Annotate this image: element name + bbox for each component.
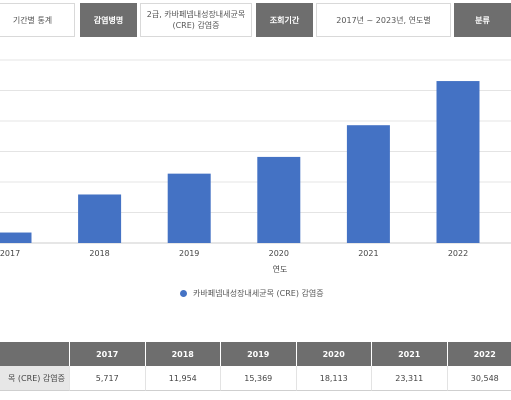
table-cell-2019: 15,369	[221, 366, 297, 391]
chart-x-ticks: 2017 2018 2019 2020 2021 2022	[0, 249, 468, 258]
table-cell-2017: 5,717	[70, 366, 146, 391]
bar-2017[interactable]	[0, 232, 32, 243]
table-header-2020: 2020	[296, 342, 372, 366]
period-value: 2017년 ~ 2023년, 연도별	[316, 3, 451, 37]
disease-value: 2급, 카바페넴내성장내세균목 (CRE) 감염증	[140, 3, 252, 37]
table-cell-2021: 23,311	[372, 366, 448, 391]
bar-2022[interactable]	[436, 81, 480, 243]
chart-gridlines	[0, 59, 511, 244]
bar-chart: 2017 2018 2019 2020 2021 2022 연도	[0, 59, 511, 274]
legend-label: 카바페넴내성장내세균목 (CRE) 감염증	[193, 288, 324, 298]
disease-value-line1: 2급, 카바페넴내성장내세균목	[146, 10, 246, 19]
chart-bars	[0, 81, 480, 243]
x-tick-label: 2022	[448, 249, 468, 258]
table-header-2019: 2019	[221, 342, 297, 366]
category-label: 분류	[454, 3, 511, 37]
bar-2019[interactable]	[167, 173, 211, 243]
table-header-row: 2017 2018 2019 2020 2021 2022	[0, 342, 511, 366]
x-tick-label: 2020	[269, 249, 289, 258]
bar-2020[interactable]	[257, 156, 301, 243]
x-tick-label: 2018	[89, 249, 109, 258]
table-row: 목 (CRE) 감염증 5,717 11,954 15,369 18,113 23,31…	[0, 366, 511, 391]
x-tick-label: 2017	[0, 249, 20, 258]
x-tick-label: 2021	[358, 249, 378, 258]
legend-swatch	[180, 289, 187, 297]
bar-2018[interactable]	[78, 194, 122, 243]
table-cell-2018: 11,954	[145, 366, 221, 391]
stat-type-value: 기간별 통계	[0, 3, 75, 37]
table-header-2022: 2022	[447, 342, 511, 366]
table-row-label: 목 (CRE) 감염증	[0, 366, 70, 391]
table-header-2018: 2018	[145, 342, 221, 366]
period-label: 조회기간	[256, 3, 313, 37]
x-tick-label: 2019	[179, 249, 199, 258]
filter-bar: 기간별 통계 감염병명 2급, 카바페넴내성장내세균목 (CRE) 감염증 조회…	[0, 0, 511, 40]
table-header-2021: 2021	[372, 342, 448, 366]
table-header-2017: 2017	[70, 342, 146, 366]
disease-label: 감염병명	[80, 3, 137, 37]
x-axis-label: 연도	[273, 265, 288, 274]
table-cell-2020: 18,113	[296, 366, 372, 391]
chart-legend[interactable]: 카바페넴내성장내세균목 (CRE) 감염증	[180, 287, 324, 299]
disease-value-line2: (CRE) 감염증	[172, 21, 220, 30]
table-cell-2022: 30,548	[447, 366, 511, 391]
table-corner-cell	[0, 342, 70, 366]
bar-2021[interactable]	[346, 125, 390, 243]
